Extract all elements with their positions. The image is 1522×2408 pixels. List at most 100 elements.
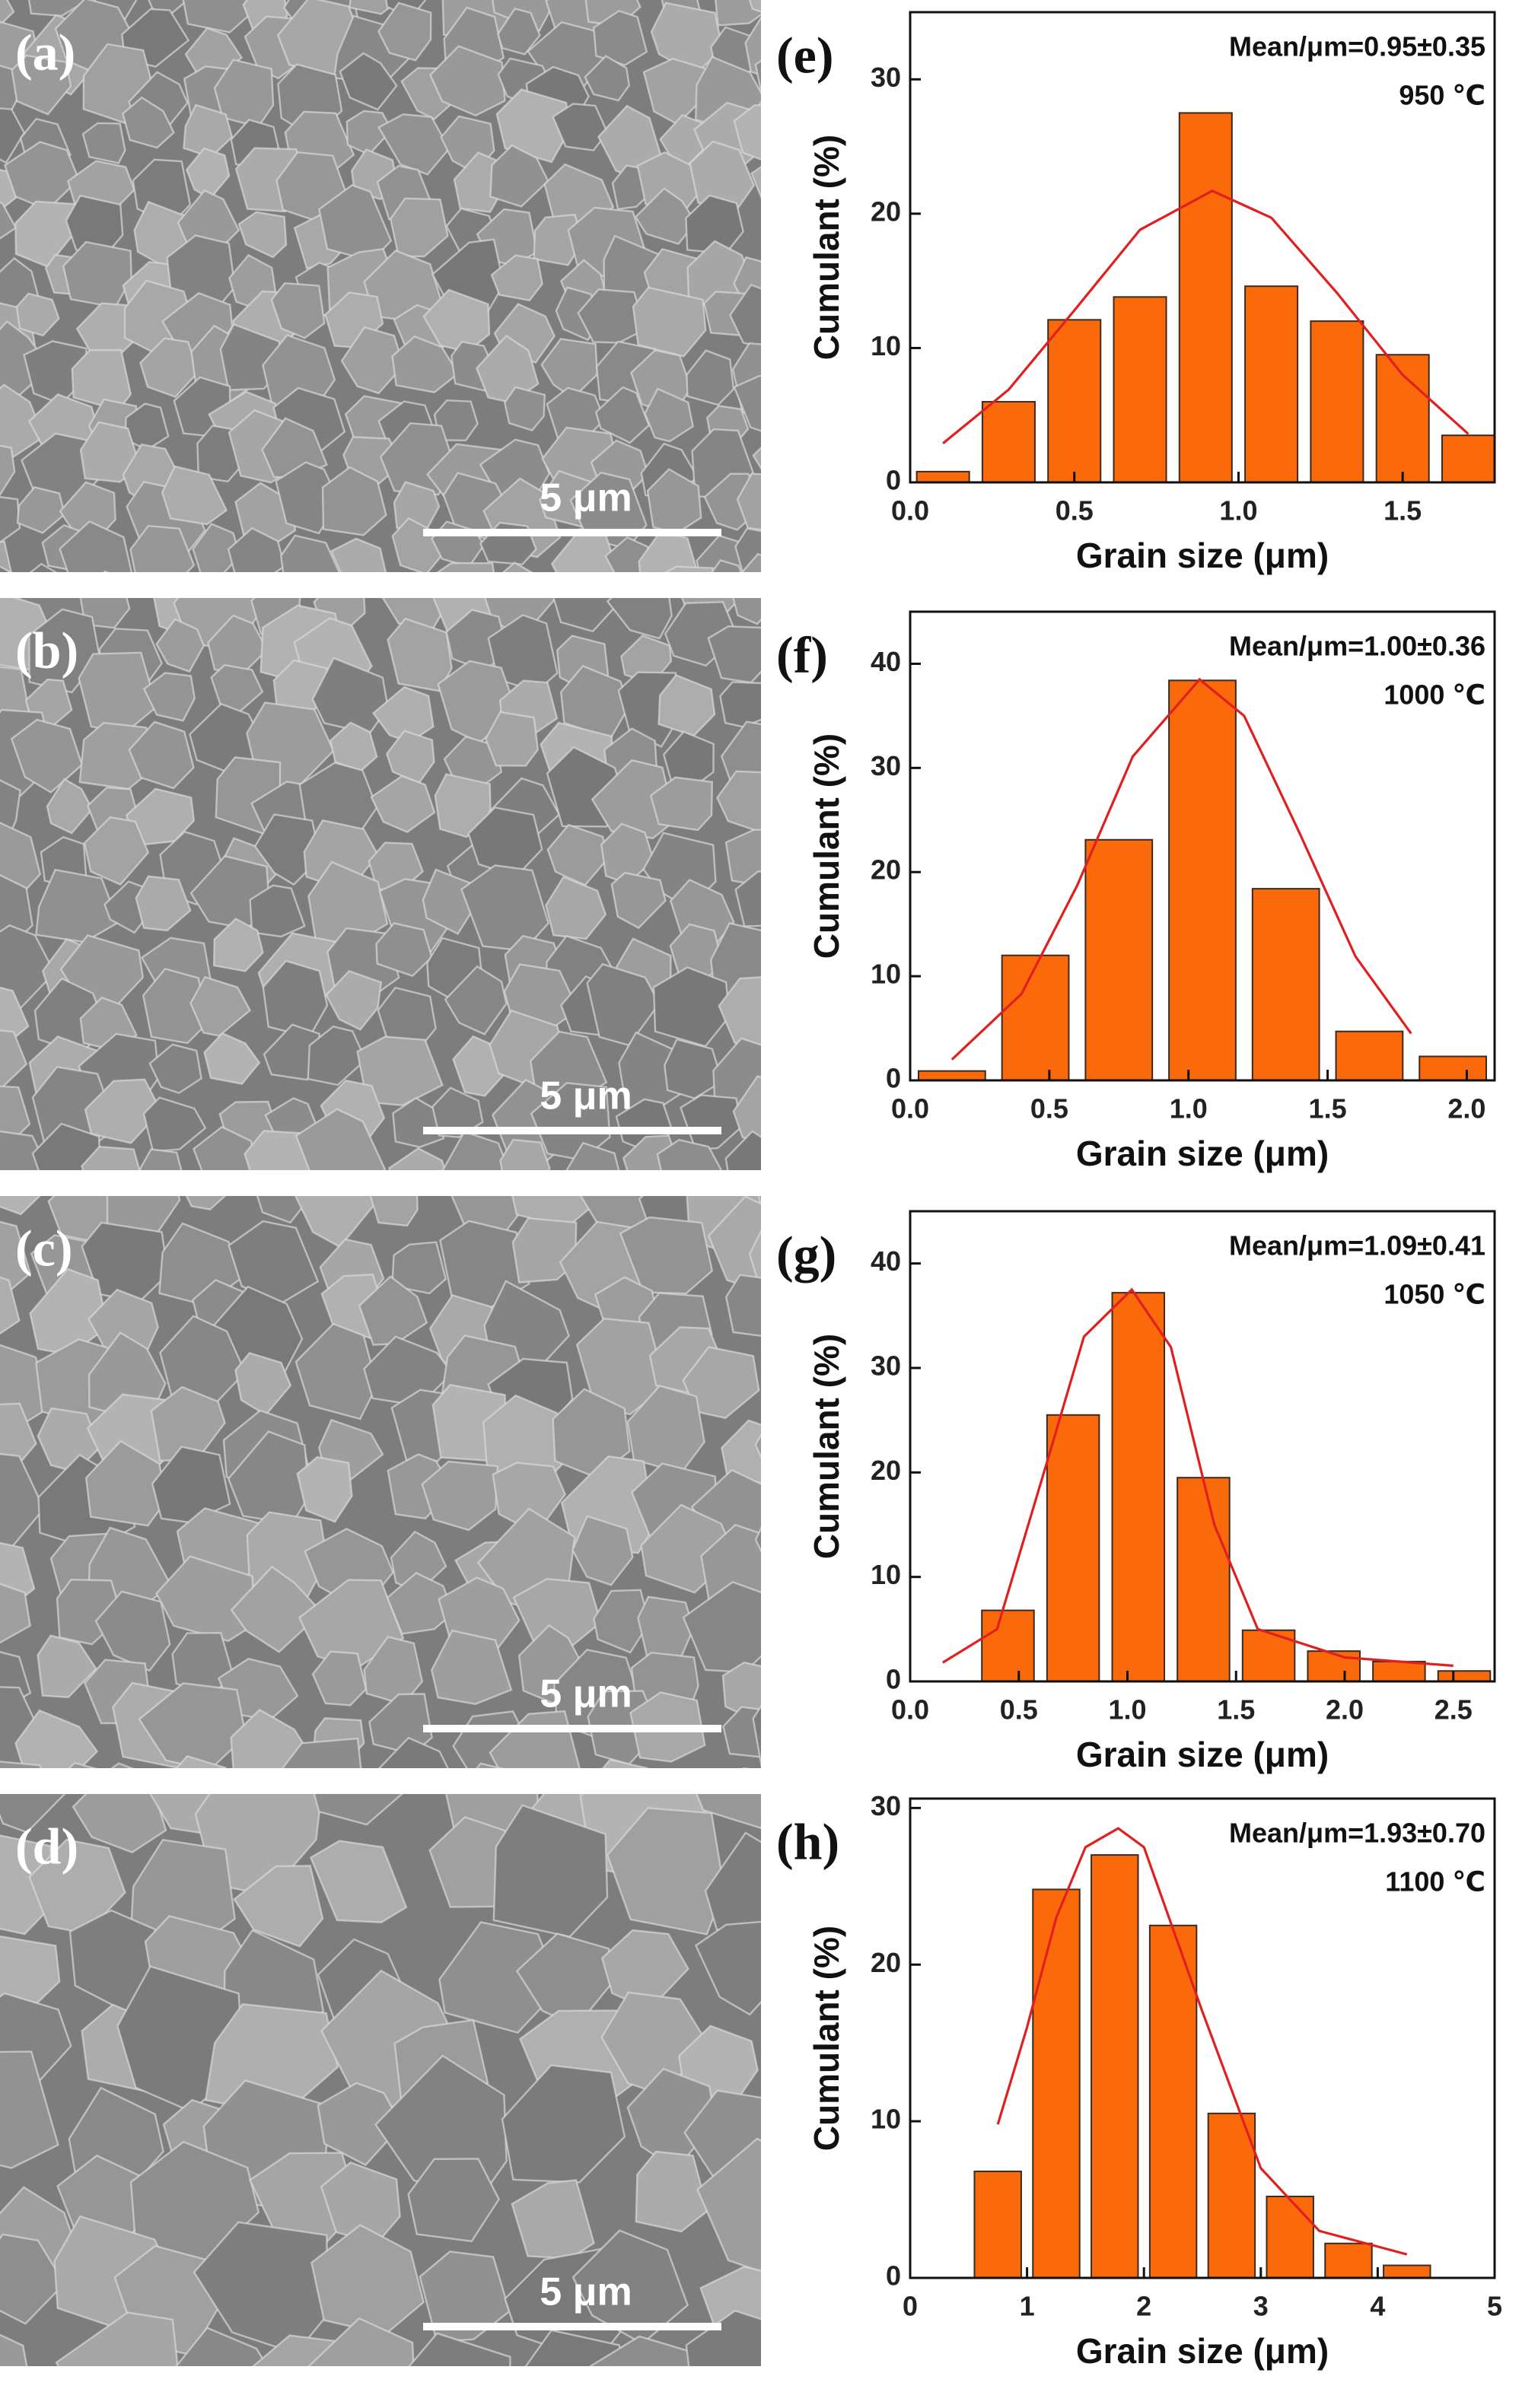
- grain: [433, 399, 479, 442]
- grain: [279, 534, 340, 572]
- x-axis-label: Grain size (μm): [1076, 536, 1329, 575]
- grain: [84, 1078, 162, 1144]
- plot-frame: [909, 610, 1496, 1082]
- grain: [0, 202, 18, 240]
- grain: [155, 1555, 256, 1643]
- grain: [375, 922, 433, 978]
- grain: [696, 2137, 761, 2273]
- bar: [1168, 679, 1237, 1081]
- grain: [431, 1086, 484, 1138]
- x-tick-label: 4: [1370, 2291, 1385, 2322]
- bar: [981, 401, 1036, 483]
- grain: [499, 1138, 551, 1170]
- grain: [313, 1794, 403, 1826]
- annotation: Mean/μm=0.95±0.35: [1229, 31, 1485, 62]
- grain: [29, 562, 58, 572]
- grain: [142, 1096, 207, 1153]
- grain: [724, 1130, 761, 1170]
- grain: [754, 1526, 761, 1553]
- grain: [139, 337, 199, 399]
- bar: [1244, 285, 1299, 483]
- grain: [795, 1758, 855, 1821]
- grain: [0, 1794, 66, 1834]
- bar: [1372, 1660, 1426, 1683]
- grain: [0, 107, 26, 164]
- annotation: 950 ℃: [1399, 80, 1485, 111]
- x-tick-label: 1.5: [1217, 1694, 1255, 1726]
- x-tick-label: 1.0: [1170, 1093, 1208, 1124]
- grain: [386, 1571, 455, 1635]
- x-tick-label: 0.0: [891, 495, 929, 526]
- bar: [1001, 954, 1070, 1081]
- grain: [490, 254, 543, 302]
- grain: [212, 918, 264, 972]
- grain: [349, 0, 399, 15]
- grain: [0, 1761, 42, 1768]
- grain: [15, 292, 60, 337]
- x-tick-label: 0.5: [1030, 1093, 1068, 1124]
- bar: [1383, 2264, 1431, 2279]
- grain: [682, 1346, 760, 1420]
- grain: [733, 103, 761, 161]
- bar: [1335, 1030, 1404, 1082]
- grain: [732, 598, 761, 625]
- y-tick-label: 20: [871, 196, 901, 227]
- grain: [696, 1794, 761, 1829]
- grain: [484, 711, 540, 767]
- y-axis-label: Cumulant (%): [807, 1334, 846, 1559]
- grain: [389, 197, 449, 258]
- y-tick-label: 20: [871, 854, 901, 886]
- plot-frame: [909, 1797, 1496, 2279]
- grain: [81, 122, 126, 164]
- x-tick-label: 5: [1487, 2291, 1502, 2322]
- grain: [14, 1709, 99, 1768]
- grain: [391, 335, 460, 393]
- bar: [1047, 319, 1102, 483]
- grain: [729, 283, 761, 348]
- bar: [1266, 2195, 1314, 2279]
- grain: [740, 552, 761, 572]
- bar: [981, 1609, 1035, 1682]
- grain: [0, 2233, 66, 2325]
- grain: [715, 0, 761, 27]
- bar: [1148, 1924, 1198, 2279]
- x-tick-label: 2.0: [1326, 1694, 1364, 1726]
- grain: [545, 876, 607, 940]
- grain: [0, 1276, 21, 1335]
- grain: [0, 444, 16, 497]
- grain: [736, 472, 761, 531]
- grain: [752, 1704, 761, 1768]
- grain: [606, 1807, 725, 1936]
- grain: [0, 540, 12, 572]
- grain: [721, 1419, 761, 1484]
- grain: [203, 1032, 261, 1085]
- grain: [754, 59, 761, 96]
- panel-label: (f): [776, 626, 828, 684]
- grain: [495, 88, 571, 164]
- grain: [664, 565, 715, 572]
- fit-curve: [996, 1827, 1408, 2256]
- panel-label: (g): [776, 1226, 836, 1284]
- y-tick-label: 10: [871, 330, 901, 361]
- bar: [1441, 434, 1496, 484]
- grain: [419, 2251, 511, 2343]
- scale-bar-label: 5 μm: [540, 2270, 632, 2314]
- grain: [227, 526, 286, 572]
- panel-label: (d): [15, 1818, 78, 1875]
- grain: [139, 1148, 183, 1170]
- y-axis-label: Cumulant (%): [807, 1926, 846, 2151]
- grain: [307, 1025, 367, 1086]
- x-tick-label: 1.0: [1108, 1694, 1146, 1726]
- grain: [263, 1023, 321, 1081]
- x-tick-label: 0: [903, 2291, 918, 2322]
- y-tick-label: 20: [871, 1947, 901, 1978]
- bar: [1046, 1414, 1100, 1683]
- grain: [407, 2158, 500, 2243]
- sem-image: 5 μm (a): [0, 0, 761, 572]
- grain: [16, 486, 66, 534]
- grain: [606, 598, 673, 640]
- grain: [270, 282, 326, 339]
- bar: [917, 1070, 986, 1082]
- grain: [356, 1035, 444, 1107]
